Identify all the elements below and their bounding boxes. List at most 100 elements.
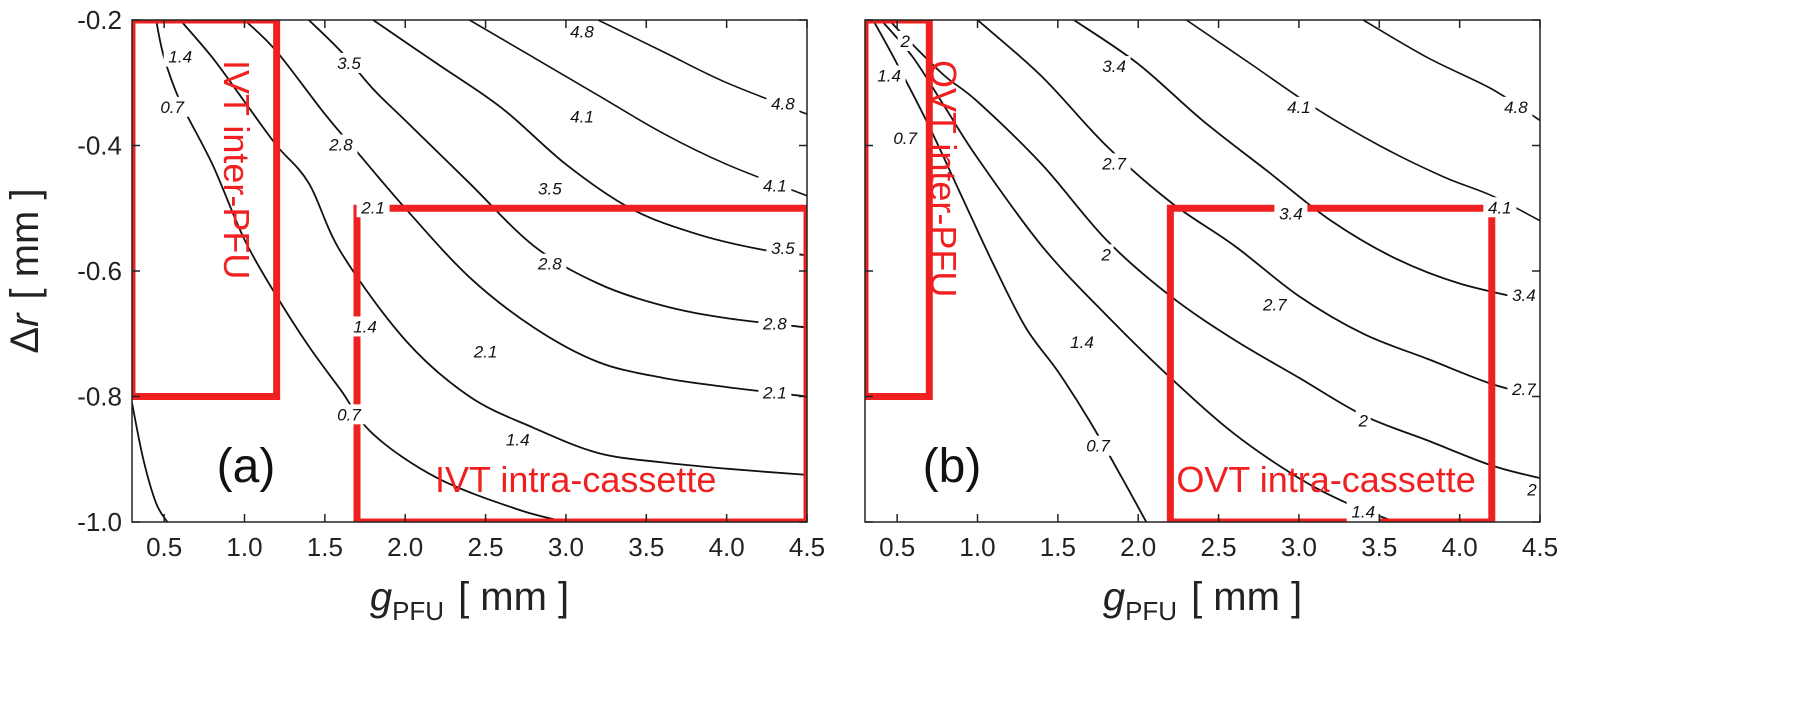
contour-label-bg xyxy=(332,404,366,425)
x-axis-title: gPFU[ mm ] xyxy=(370,575,569,626)
x-tick-label: 4.0 xyxy=(709,532,745,562)
contour-line-2-7 xyxy=(976,20,1540,398)
y-axis-title: Δr[ mm ] xyxy=(3,188,47,353)
contour-label-bg xyxy=(1507,379,1540,400)
contour-label: 0.7 xyxy=(337,405,361,424)
contour-label: 1.4 xyxy=(506,430,530,449)
contour-label: 1.4 xyxy=(877,66,901,85)
contour-label: 1.4 xyxy=(168,48,192,67)
contour-label: 2.1 xyxy=(762,383,787,402)
x-tick-label: 2.0 xyxy=(387,532,423,562)
contour-label-bg xyxy=(758,382,792,403)
x-tick-label: 0.5 xyxy=(146,532,182,562)
contour-label-bg xyxy=(758,313,792,334)
contour-label-bg xyxy=(1282,96,1316,117)
y-tick-label: -1.0 xyxy=(77,507,122,537)
y-tick-label: -0.8 xyxy=(77,382,122,412)
x-tick-label: 3.5 xyxy=(1361,532,1397,562)
contour-label: 2.8 xyxy=(328,136,353,155)
region-label-inter-pfu: OVT inter-PFU xyxy=(923,60,964,297)
contour-label: 0.7 xyxy=(893,129,917,148)
contour-label-bg xyxy=(163,46,197,67)
contour-label-bg xyxy=(897,30,913,51)
contour-label: 4.1 xyxy=(1488,198,1512,217)
contour-label: 3.5 xyxy=(538,179,562,198)
contour-label-bg xyxy=(1355,410,1371,431)
contour-label-bg xyxy=(324,134,358,155)
contour-line-3-4 xyxy=(1073,20,1540,304)
contour-label: 2.8 xyxy=(537,255,562,274)
contour-line-4-1 xyxy=(469,20,807,197)
contour-label-bg xyxy=(501,429,535,450)
contour-label-bg xyxy=(533,253,567,274)
x-tick-label: 1.0 xyxy=(959,532,995,562)
contour-line-2-8 xyxy=(308,20,807,329)
region-label-inter-pfu: IVT inter-PFU xyxy=(216,60,257,279)
plot-area: 2 1.4 0.7 3.4 4.1 2.7 2 3.4 2.7 1.4 2 0.7 1.4 4.8 4.1 3… xyxy=(865,20,1540,522)
contour-label: 3.5 xyxy=(337,54,361,73)
contour-label: 3.5 xyxy=(771,239,795,258)
contour-label-bg xyxy=(1258,294,1292,315)
contour-label: 3.4 xyxy=(1102,57,1126,76)
contour-label: 2 xyxy=(899,32,910,51)
contour-label: 1.4 xyxy=(353,317,377,336)
panel-label: (a) xyxy=(217,440,276,493)
contour-label-bg xyxy=(1499,96,1533,117)
contour-label: 0.7 xyxy=(1086,437,1110,456)
panel-label: (b) xyxy=(923,440,982,493)
contour-label-bg xyxy=(533,178,567,199)
region-box-intra-cassette xyxy=(353,204,807,522)
contour-label-bg xyxy=(469,341,503,362)
x-tick-label: 2.5 xyxy=(467,532,503,562)
region-box-intra-cassette xyxy=(1166,204,1496,522)
contour-label: 4.1 xyxy=(1287,98,1311,117)
contour-label: 2.7 xyxy=(1101,154,1126,173)
contour-label-bg xyxy=(1097,56,1131,77)
region-box-inter-pfu xyxy=(132,20,281,400)
contour-line-1-4 xyxy=(880,20,1396,522)
contour-label: 4.1 xyxy=(570,107,594,126)
contour-label-bg xyxy=(348,316,382,337)
contour-label-bg xyxy=(1065,332,1099,353)
x-tick-label: 3.5 xyxy=(628,532,664,562)
contour-label-bg xyxy=(1081,435,1115,456)
contour-label: 4.1 xyxy=(763,176,787,195)
contour-label: 4.8 xyxy=(1504,98,1528,117)
contour-label: 2 xyxy=(1526,481,1537,500)
contour-label: 0.7 xyxy=(160,98,184,117)
contour-label: 2.7 xyxy=(1262,296,1287,315)
contour-label-bg xyxy=(332,52,366,73)
contour-label-bg xyxy=(1097,153,1131,174)
contour-label: 4.8 xyxy=(570,23,594,42)
contour-label: 2.1 xyxy=(360,198,385,217)
contour-label: 3.4 xyxy=(1279,205,1303,224)
contour-line-1-4 xyxy=(179,20,807,476)
x-tick-label: 4.0 xyxy=(1442,532,1478,562)
contour-label: 2 xyxy=(1100,245,1111,264)
x-axis-title: gPFU[ mm ] xyxy=(1103,575,1302,626)
x-tick-label: 3.0 xyxy=(1281,532,1317,562)
contour-label-bg xyxy=(1346,501,1380,522)
contour-label: 2 xyxy=(1357,412,1368,431)
y-tick-label: -0.6 xyxy=(77,256,122,286)
panel-a: 0.7 1.4 3.5 4.8 2.8 4.1 2.1 3.5 2.8 1.4 2.1 0.7 1.4 4… xyxy=(3,5,825,626)
contour-line-0-7 xyxy=(132,402,169,522)
region-label-intra-cassette: OVT intra-cassette xyxy=(1176,459,1475,500)
y-tick-label: -0.2 xyxy=(77,5,122,35)
x-tick-label: 0.5 xyxy=(879,532,915,562)
contour-line-2-1 xyxy=(243,20,807,398)
x-tick-label: 2.5 xyxy=(1200,532,1236,562)
contour-label-bg xyxy=(766,93,800,114)
contour-label: 1.4 xyxy=(1351,503,1375,522)
contour-label-bg xyxy=(155,96,189,117)
contour-label: 3.4 xyxy=(1512,286,1536,305)
contour-label: 2.1 xyxy=(473,343,498,362)
contour-label-bg xyxy=(1274,203,1308,224)
region-label-intra-cassette: IVT intra-cassette xyxy=(435,459,716,500)
contour-label-bg xyxy=(356,197,390,218)
x-tick-label: 4.5 xyxy=(789,532,825,562)
x-tick-label: 2.0 xyxy=(1120,532,1156,562)
contour-label: 2.7 xyxy=(1511,380,1536,399)
contour-label: 4.8 xyxy=(771,95,795,114)
